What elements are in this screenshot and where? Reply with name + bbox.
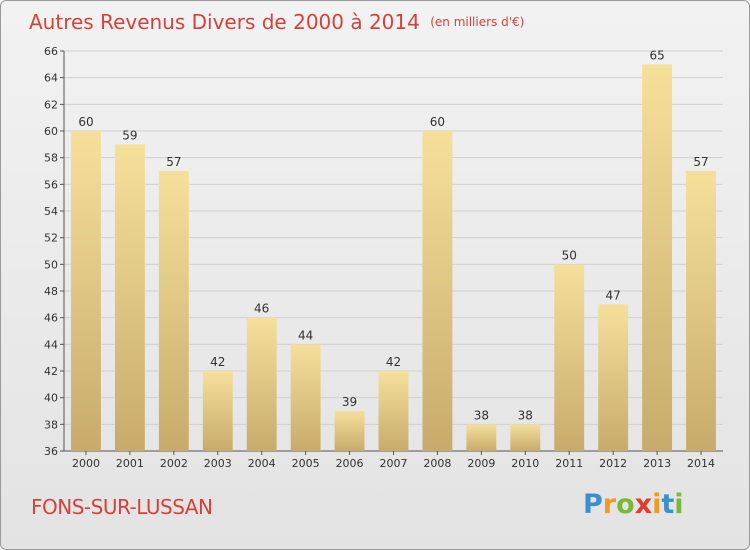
value-label: 42 [386, 355, 401, 369]
y-tick-label: 46 [44, 312, 58, 325]
value-label: 38 [474, 408, 489, 422]
value-label: 38 [518, 408, 533, 422]
x-tick-label: 2003 [204, 457, 232, 470]
x-tick-label: 2004 [248, 457, 276, 470]
y-tick-label: 60 [44, 125, 58, 138]
bar-2005 [291, 344, 321, 451]
bar-2007 [379, 371, 409, 451]
value-label: 50 [562, 248, 577, 262]
logo-letter: o [616, 489, 635, 520]
logo-letter: r [603, 489, 616, 520]
value-label: 44 [298, 328, 313, 342]
bar-2003 [203, 371, 233, 451]
value-label: 60 [430, 115, 445, 129]
x-tick-label: 2009 [467, 457, 495, 470]
x-tick-label: 2006 [336, 457, 364, 470]
bar-2010 [510, 424, 540, 451]
bar-chart: 36384042444648505254565860626466 2000 200… [1, 1, 749, 549]
value-label: 42 [210, 355, 225, 369]
bar-2002 [159, 171, 189, 451]
bar-2000 [71, 131, 101, 451]
value-label: 57 [693, 155, 708, 169]
x-tick-label: 2008 [423, 457, 451, 470]
y-tick-label: 66 [44, 45, 58, 58]
value-label: 47 [606, 288, 621, 302]
y-tick-label: 58 [44, 152, 58, 165]
chart-panel: Autres Revenus Divers de 2000 à 2014 (en… [0, 0, 750, 550]
bar-2008 [422, 131, 452, 451]
logo-letter: i [652, 489, 661, 520]
y-tick-label: 40 [44, 392, 58, 405]
bar-2011 [554, 264, 584, 451]
value-label: 60 [78, 115, 93, 129]
x-tick-label: 2005 [292, 457, 320, 470]
x-tick-label: 2011 [555, 457, 583, 470]
bar-2001 [115, 144, 145, 451]
y-tick-label: 42 [44, 365, 58, 378]
place-name: FONS-SUR-LUSSAN [31, 495, 212, 519]
value-label: 46 [254, 302, 269, 316]
bar-2009 [466, 424, 496, 451]
x-tick-label: 2002 [160, 457, 188, 470]
bars [71, 64, 716, 451]
x-tick-label: 2013 [643, 457, 671, 470]
y-tick-label: 64 [44, 72, 58, 85]
x-tick-label: 2014 [687, 457, 715, 470]
y-tick-label: 48 [44, 285, 58, 298]
logo-letter: i [674, 489, 683, 520]
value-label: 57 [166, 155, 181, 169]
value-label: 39 [342, 395, 357, 409]
x-tick-labels: 2000 2001 2002 2003 2004 2005 2006 2007 2008 2009… [72, 451, 715, 470]
bar-2012 [598, 304, 628, 451]
x-tick-label: 2012 [599, 457, 627, 470]
y-tick-label: 56 [44, 178, 58, 191]
x-tick-label: 2007 [380, 457, 408, 470]
logo-letter: t [661, 489, 674, 520]
bar-2004 [247, 318, 277, 451]
bar-2014 [686, 171, 716, 451]
x-tick-label: 2001 [116, 457, 144, 470]
logo-letter: P [583, 489, 603, 520]
y-tick-label: 38 [44, 418, 58, 431]
value-label: 59 [122, 128, 137, 142]
bar-2013 [642, 64, 672, 451]
y-tick-label: 50 [44, 258, 58, 271]
bar-2006 [335, 411, 365, 451]
y-tick-labels: 36 38 40 42 44 46 48 50 52 54 56 58 60 62 64 66 [44, 45, 58, 458]
proxiti-logo: Proxiti [583, 489, 684, 520]
y-tick-label: 62 [44, 98, 58, 111]
y-tick-label: 54 [44, 205, 58, 218]
y-tick-label: 36 [44, 445, 58, 458]
value-label: 65 [649, 48, 664, 62]
y-tick-label: 52 [44, 232, 58, 245]
logo-letter: x [635, 489, 652, 520]
x-tick-label: 2000 [72, 457, 100, 470]
x-tick-label: 2010 [511, 457, 539, 470]
y-tick-label: 44 [44, 338, 58, 351]
